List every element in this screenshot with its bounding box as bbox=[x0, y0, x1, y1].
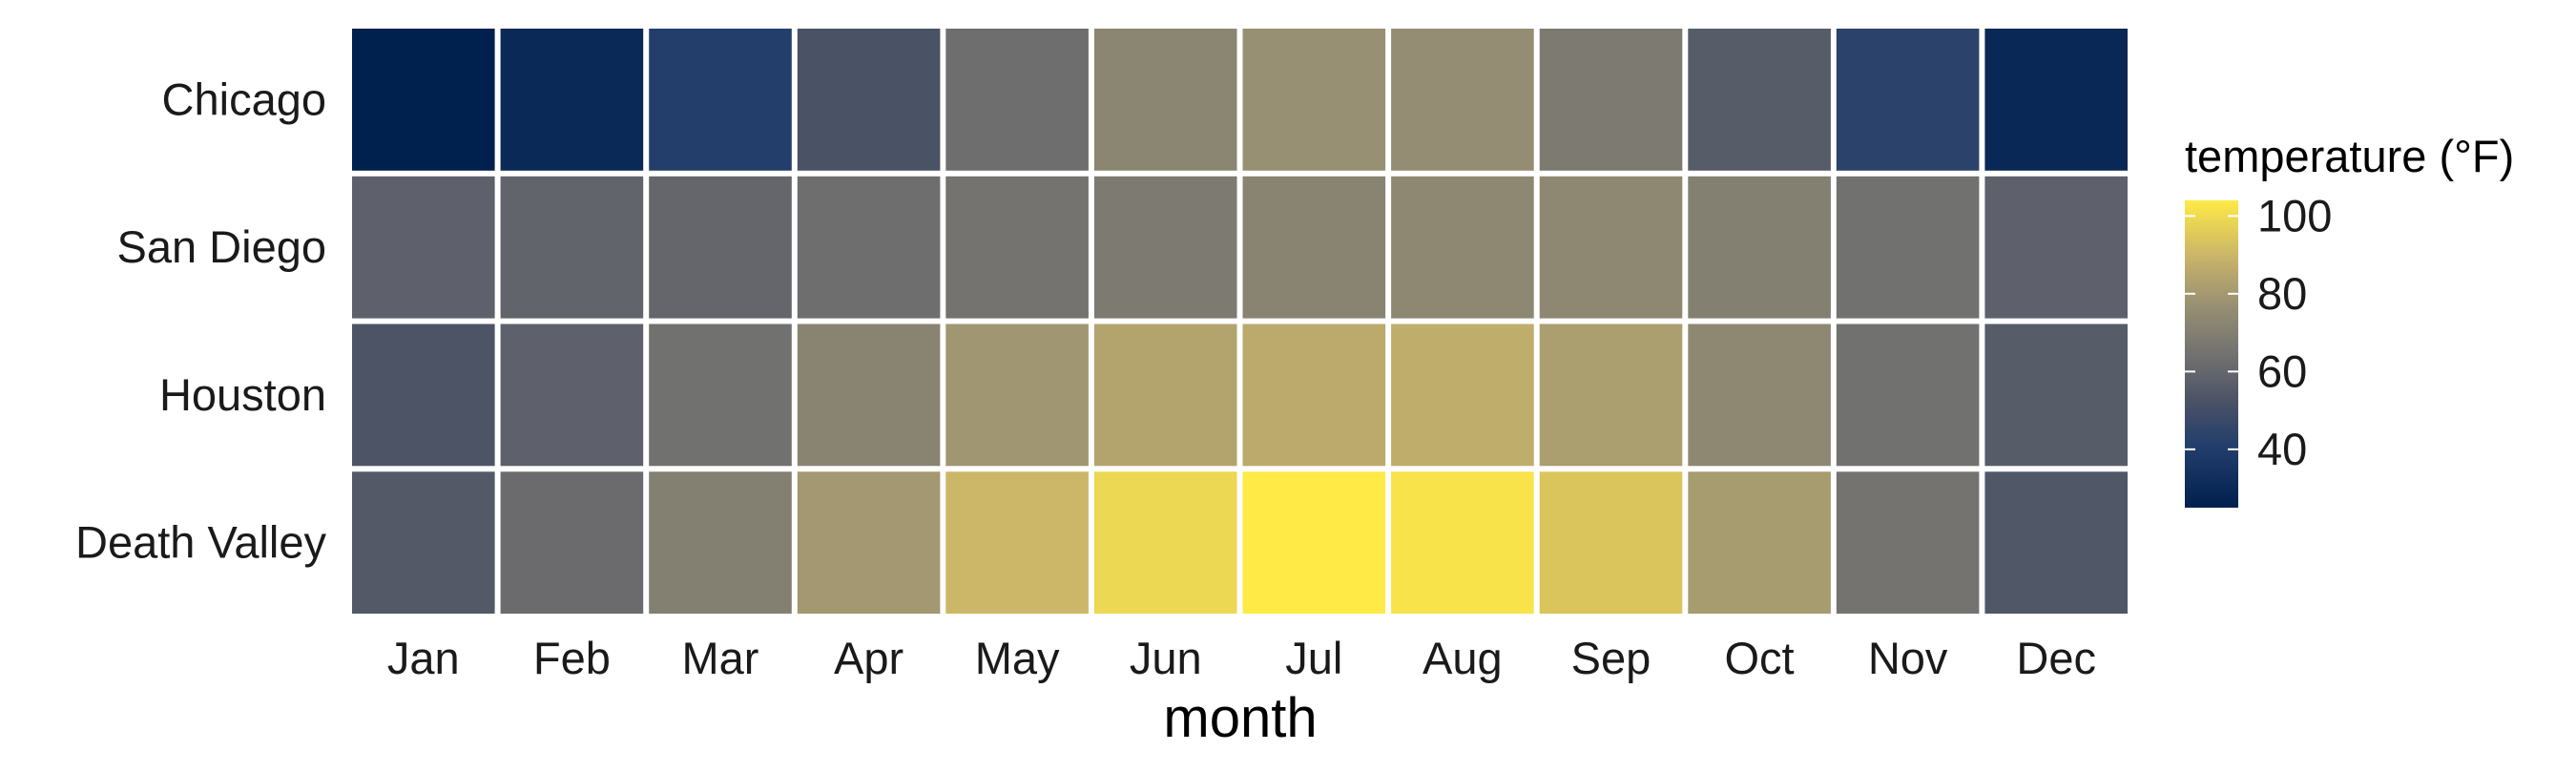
heatmap-cell bbox=[1391, 471, 1534, 615]
heatmap-cell bbox=[797, 176, 941, 319]
legend-tick-label: 60 bbox=[2257, 345, 2307, 396]
heatmap-cell bbox=[1391, 29, 1534, 171]
y-tick-label: Houston bbox=[159, 369, 326, 420]
x-tick-label: May bbox=[975, 633, 1060, 683]
heatmap-cell bbox=[1539, 29, 1683, 171]
x-tick-label: Jun bbox=[1130, 633, 1202, 683]
x-axis-title: month bbox=[1163, 687, 1317, 749]
heatmap-cell bbox=[1688, 323, 1831, 467]
legend-tick-label: 40 bbox=[2257, 424, 2307, 474]
legend-title: temperature (°F) bbox=[2185, 131, 2514, 181]
x-tick-label: Dec bbox=[2016, 633, 2096, 683]
heatmap-cell bbox=[945, 176, 1089, 319]
heatmap-cell bbox=[1242, 29, 1386, 171]
color-legend: temperature (°F) 40 60 80 100 bbox=[2185, 131, 2514, 508]
heatmap-cell bbox=[1391, 323, 1534, 467]
x-tick-label: Sep bbox=[1571, 633, 1652, 683]
heatmap-cell bbox=[1688, 176, 1831, 319]
heatmap-cell bbox=[1688, 29, 1831, 171]
heatmap-cell bbox=[1093, 323, 1237, 467]
heatmap-cell bbox=[945, 471, 1089, 615]
x-tick-label: Oct bbox=[1724, 633, 1794, 683]
heatmap-cell bbox=[1836, 29, 1980, 171]
heatmap-cell bbox=[500, 176, 644, 319]
heatmap-cell bbox=[945, 29, 1089, 171]
heatmap-cell bbox=[797, 471, 941, 615]
heatmap-cell bbox=[1242, 176, 1386, 319]
heatmap-tiles bbox=[352, 29, 2128, 615]
heatmap-cell bbox=[1093, 29, 1237, 171]
heatmap-cell bbox=[649, 471, 792, 615]
legend-tick-label: 100 bbox=[2257, 190, 2332, 240]
heatmap-cell bbox=[1836, 471, 1980, 615]
y-tick-label: Chicago bbox=[162, 73, 326, 124]
legend-colorbar bbox=[2185, 200, 2238, 508]
heatmap-cell bbox=[1391, 176, 1534, 319]
y-tick-label: San Diego bbox=[117, 221, 327, 272]
x-tick-label: Nov bbox=[1868, 633, 1948, 683]
heatmap-cell bbox=[1242, 471, 1386, 615]
heatmap-cell bbox=[1984, 29, 2128, 171]
heatmap-cell bbox=[1093, 176, 1237, 319]
heatmap-cell bbox=[797, 29, 941, 171]
heatmap-cell bbox=[1539, 176, 1683, 319]
heatmap-cell bbox=[1984, 176, 2128, 319]
heatmap-cell bbox=[649, 29, 792, 171]
heatmap-cell bbox=[352, 176, 495, 319]
x-tick-label: Mar bbox=[681, 633, 758, 683]
heatmap-cell bbox=[1984, 323, 2128, 467]
x-tick-label: Aug bbox=[1423, 633, 1503, 683]
heatmap-cell bbox=[649, 323, 792, 467]
heatmap-cell bbox=[1984, 471, 2128, 615]
x-tick-label: Feb bbox=[533, 633, 611, 683]
x-axis-tick-labels: Jan Feb Mar Apr May Jun Jul Aug Sep Oct Nov Dec bbox=[387, 633, 2096, 683]
x-tick-label: Jan bbox=[387, 633, 460, 683]
heatmap-cell bbox=[500, 29, 644, 171]
heatmap-cell bbox=[1539, 323, 1683, 467]
heatmap-cell bbox=[500, 323, 644, 467]
heatmap-cell bbox=[1242, 323, 1386, 467]
legend-tick-label: 80 bbox=[2257, 268, 2307, 319]
heatmap-cell bbox=[1836, 323, 1980, 467]
legend-ticks: 40 60 80 100 bbox=[2185, 190, 2332, 474]
heatmap-cell bbox=[1688, 471, 1831, 615]
heatmap-cell bbox=[649, 176, 792, 319]
y-axis-tick-labels: Chicago San Diego Houston Death Valley bbox=[75, 73, 326, 567]
y-tick-label: Death Valley bbox=[75, 517, 326, 568]
heatmap-cell bbox=[1539, 471, 1683, 615]
heatmap-cell bbox=[352, 471, 495, 615]
x-tick-label: Apr bbox=[834, 633, 904, 683]
heatmap-cell bbox=[945, 323, 1089, 467]
x-tick-label: Jul bbox=[1285, 633, 1342, 683]
heatmap-cell bbox=[352, 323, 495, 467]
heatmap-cell bbox=[352, 29, 495, 171]
heatmap-cell bbox=[797, 323, 941, 467]
heatmap-cell bbox=[1093, 471, 1237, 615]
heatmap-cell bbox=[1836, 176, 1980, 319]
heatmap-cell bbox=[500, 471, 644, 615]
